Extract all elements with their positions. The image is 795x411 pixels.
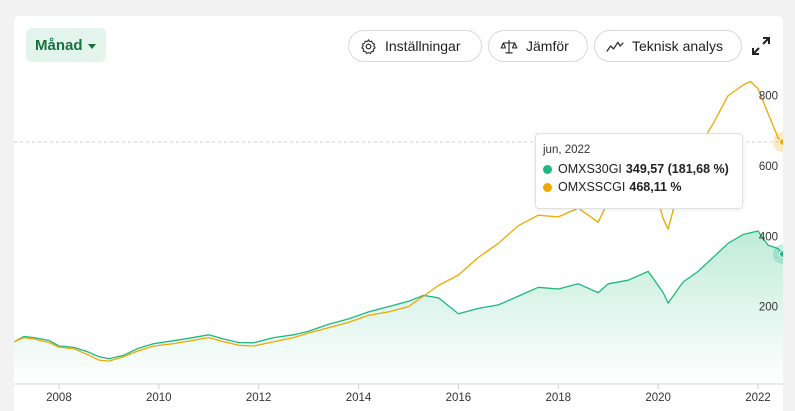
series-dot-orange xyxy=(543,182,552,192)
hover-halo-omxs30gi xyxy=(773,244,783,265)
y-tick-label: 600 xyxy=(759,161,778,173)
scale-icon xyxy=(500,39,518,53)
y-tick-label: 200 xyxy=(759,302,778,314)
compare-label: Jämför xyxy=(526,38,569,54)
period-dropdown[interactable]: Månad xyxy=(26,28,106,62)
price-chart[interactable]: 2008 2010 2012 2014 2016 2018 2020 2022 200 400 6… xyxy=(14,78,783,411)
x-tick-label: 2008 xyxy=(46,392,72,404)
y-tick-label: 800 xyxy=(759,91,778,103)
series-area-omxs30gi xyxy=(14,231,783,384)
caret-down-icon xyxy=(87,43,96,49)
x-tick-label: 2022 xyxy=(745,392,771,404)
x-tick-label: 2020 xyxy=(645,392,671,404)
chart-tooltip: jun, 2022 OMXS30GI 349,57 (181,68 %) OMX… xyxy=(535,133,743,209)
settings-button[interactable]: Inställningar xyxy=(348,30,482,62)
expand-icon[interactable] xyxy=(751,36,771,56)
x-tick-label: 2010 xyxy=(146,392,172,404)
x-tick-label: 2016 xyxy=(446,392,472,404)
series-line-omxs30gi xyxy=(14,230,783,360)
x-tick-label: 2012 xyxy=(246,392,272,404)
tooltip-date: jun, 2022 xyxy=(543,144,591,156)
tooltip-row-omxs30gi: OMXS30GI 349,57 (181,68 %) xyxy=(543,162,734,176)
series-dot-green xyxy=(543,164,552,174)
x-tick-label: 2014 xyxy=(346,392,372,404)
hover-halo-omxsscgi xyxy=(773,132,783,153)
tooltip-series2-name: OMXSSCGI xyxy=(558,180,626,194)
hover-point-omxsscgi xyxy=(779,138,783,147)
trend-line-icon xyxy=(606,41,624,52)
tooltip-series1-name: OMXS30GI xyxy=(558,162,622,176)
period-label: Månad xyxy=(35,36,83,54)
tooltip-series2-value: 468,11 % xyxy=(629,180,682,194)
settings-label: Inställningar xyxy=(385,38,461,54)
technical-analysis-label: Teknisk analys xyxy=(632,38,724,54)
x-tick-label: 2018 xyxy=(545,392,571,404)
chart-card: Månad Inställningar Jämför Teknisk analy… xyxy=(14,16,783,411)
tooltip-series1-value: 349,57 (181,68 %) xyxy=(625,162,729,176)
technical-analysis-button[interactable]: Teknisk analys xyxy=(594,30,742,62)
hover-point-omxs30gi xyxy=(779,250,783,259)
y-tick-label: 400 xyxy=(759,231,778,243)
tooltip-row-omxsscgi: OMXSSCGI 468,11 % xyxy=(543,180,734,194)
compare-button[interactable]: Jämför xyxy=(488,30,588,62)
gear-icon xyxy=(361,38,376,54)
